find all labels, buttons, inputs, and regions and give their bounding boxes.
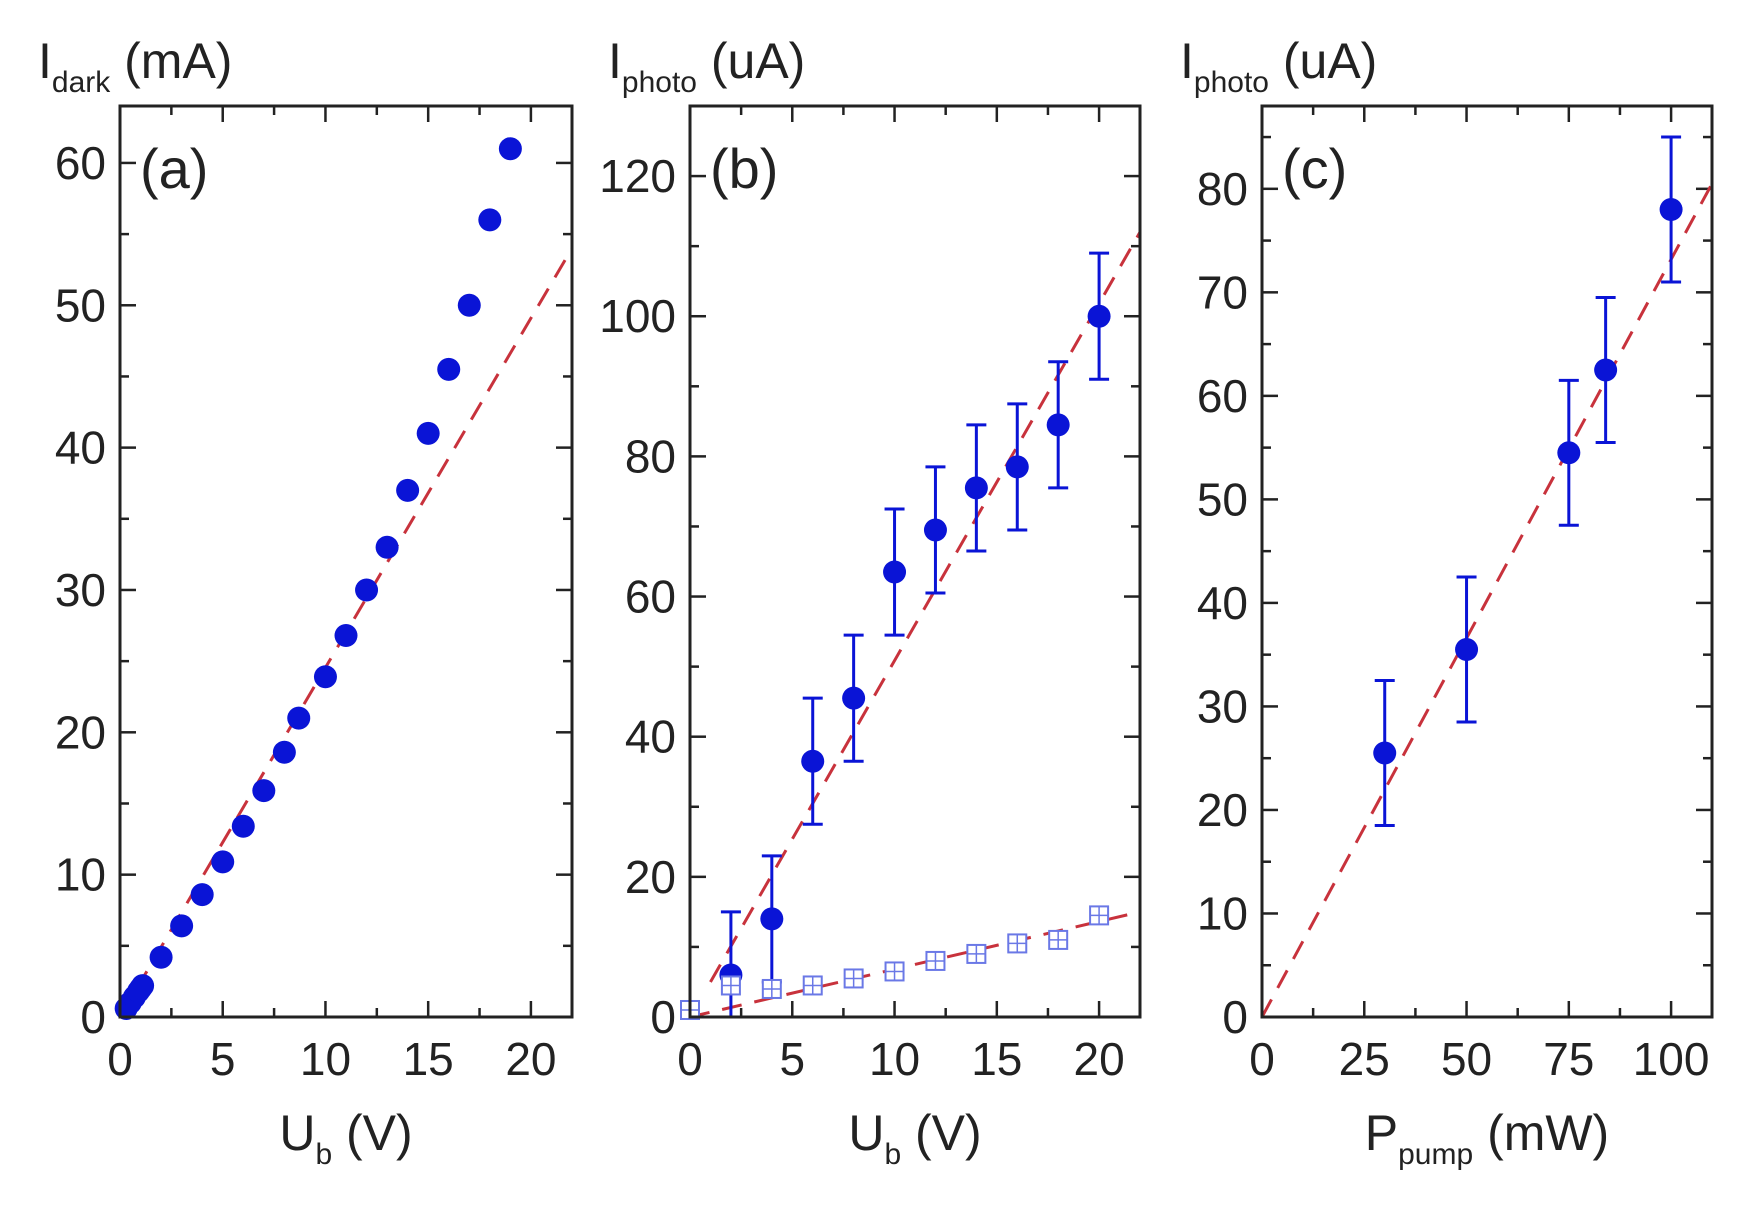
chart-panel-2: 0 25 50 75 100 0 10 20 30 40 50 60 70 80 (c) Iphoto (uA… [1180,33,1714,1171]
x-tick-label: 25 [1339,1033,1390,1085]
x-tick-label: 20 [1074,1033,1125,1085]
data-point [1455,637,1479,661]
y-tick-label: 50 [1197,473,1248,525]
data-point [1557,441,1581,465]
y-tick-label: 70 [1197,266,1248,318]
y-tick-label: 40 [625,711,676,763]
fit-line [689,910,1141,1019]
y-tick-label: 50 [55,279,106,331]
panel-label: (c) [1282,137,1347,200]
data-point [1046,413,1070,437]
x-axis-label: Ub (V) [848,1105,981,1171]
data-point [396,478,420,502]
panel-label: (b) [710,137,778,200]
y-tick-label: 20 [625,851,676,903]
data-point [923,518,947,542]
x-tick-label: 15 [403,1033,454,1085]
data-point [149,945,173,969]
data-point [231,814,255,838]
y-tick-label: 80 [625,430,676,482]
data-point [1087,304,1111,328]
data-point [313,665,337,689]
y-tick-label: 30 [1197,680,1248,732]
data-point [287,706,311,730]
plot-frame [1260,104,1714,1019]
x-tick-label: 15 [971,1033,1022,1085]
y-tick-label: 60 [55,137,106,189]
y-tick-label: 10 [55,849,106,901]
y-axis-label: Iphoto (uA) [608,33,805,99]
data-point [964,476,988,500]
data-point [457,293,481,317]
fit-line [709,231,1142,983]
y-tick-label: 0 [80,991,106,1043]
plot-frame [118,104,574,1019]
data-point [416,421,440,445]
y-tick-label: 30 [55,564,106,616]
y-tick-label: 100 [599,290,676,342]
x-tick-label: 10 [300,1033,351,1085]
y-tick-label: 20 [1197,784,1248,836]
y-axis-label: Iphoto (uA) [1180,33,1377,99]
data-point [1373,741,1397,765]
y-tick-label: 40 [1197,577,1248,629]
chart-panel-0: 0 5 10 15 20 0 10 20 30 40 50 60 (a) Idark (mA) Ub (V) [38,33,574,1171]
fit-line [1260,182,1714,1018]
y-tick-label: 0 [650,991,676,1043]
data-point [334,624,358,648]
data-point [478,208,502,232]
data-point [355,578,379,602]
y-tick-label: 60 [625,571,676,623]
data-point [190,883,214,907]
y-tick-label: 20 [55,706,106,758]
data-point [437,357,461,381]
y-tick-label: 80 [1197,163,1248,215]
data-point [131,974,155,998]
x-tick-label: 0 [107,1033,133,1085]
x-tick-label: 0 [1249,1033,1275,1085]
x-tick-label: 50 [1441,1033,1492,1085]
x-axis-label: Ub (V) [279,1105,412,1171]
panel-label: (a) [140,137,208,200]
data-point [1005,455,1029,479]
data-point [1594,358,1618,382]
x-axis-label: Ppump (mW) [1365,1105,1609,1171]
data-point [498,137,522,161]
data-point [272,740,296,764]
y-tick-label: 120 [599,150,676,202]
y-tick-label: 0 [1222,991,1248,1043]
data-point [842,686,866,710]
data-point [252,779,276,803]
y-tick-label: 10 [1197,887,1248,939]
y-tick-label: 60 [1197,370,1248,422]
data-point [883,560,907,584]
x-tick-label: 5 [779,1033,805,1085]
data-point [760,907,784,931]
x-tick-label: 0 [677,1033,703,1085]
y-tick-label: 40 [55,422,106,474]
data-point [801,749,825,773]
x-tick-label: 10 [869,1033,920,1085]
x-tick-label: 20 [505,1033,556,1085]
x-tick-label: 100 [1633,1033,1710,1085]
y-axis-label: Idark (mA) [38,33,232,99]
data-point [1659,198,1683,222]
plot-frame [688,104,1142,1019]
x-tick-label: 5 [210,1033,236,1085]
data-point [170,914,194,938]
chart-panel-1: 0 5 10 15 20 0 20 40 60 80 100 120 (b) Iphoto (uA) Ub … [599,33,1142,1171]
data-point [375,535,399,559]
data-point [211,850,235,874]
x-tick-label: 75 [1543,1033,1594,1085]
